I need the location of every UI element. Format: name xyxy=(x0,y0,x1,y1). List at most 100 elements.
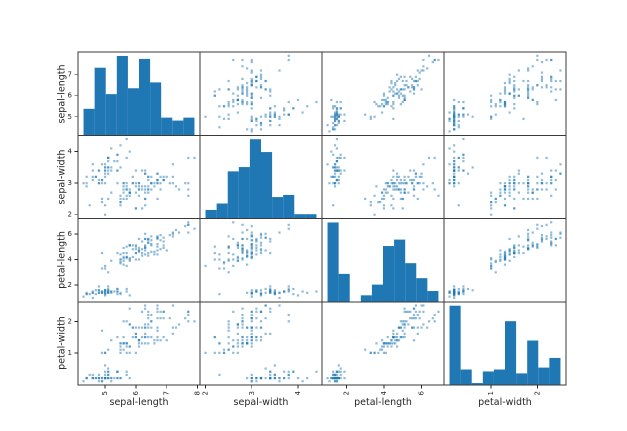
data-point xyxy=(403,182,406,185)
data-point xyxy=(453,128,456,131)
data-point xyxy=(536,84,539,87)
data-point xyxy=(499,258,502,261)
data-point xyxy=(490,258,493,261)
data-point xyxy=(405,84,408,87)
data-point xyxy=(554,98,557,102)
data-point xyxy=(397,175,401,178)
data-point xyxy=(332,126,335,129)
data-point xyxy=(522,251,525,255)
data-point xyxy=(490,191,493,194)
data-point xyxy=(390,345,393,348)
data-point xyxy=(100,182,104,185)
data-point xyxy=(131,335,134,339)
data-point xyxy=(287,223,290,226)
data-point xyxy=(333,166,337,169)
x-tick-label: 4 xyxy=(294,390,302,395)
data-point xyxy=(545,86,548,89)
data-point xyxy=(134,251,138,255)
data-point xyxy=(222,267,226,270)
data-point xyxy=(403,88,406,91)
data-point xyxy=(241,250,244,253)
data-point xyxy=(433,320,436,323)
data-point xyxy=(204,115,207,118)
data-point xyxy=(315,370,318,373)
data-point xyxy=(540,236,544,239)
data-point xyxy=(462,153,465,156)
data-point xyxy=(104,166,107,169)
data-point xyxy=(144,323,147,326)
data-point xyxy=(536,245,539,248)
data-point xyxy=(137,326,141,329)
data-point xyxy=(144,326,147,329)
data-point xyxy=(373,194,376,197)
data-point xyxy=(259,121,263,125)
data-point xyxy=(401,323,404,326)
data-point xyxy=(250,235,253,238)
data-point xyxy=(147,178,150,182)
data-point xyxy=(513,178,516,182)
data-point xyxy=(255,239,258,242)
data-point xyxy=(448,295,451,298)
data-point xyxy=(259,293,263,296)
data-point xyxy=(184,182,187,185)
data-point xyxy=(457,126,460,129)
data-point xyxy=(236,98,239,102)
data-point xyxy=(144,246,147,250)
data-point xyxy=(255,75,258,78)
data-point xyxy=(171,304,174,307)
data-point xyxy=(246,237,249,241)
data-point xyxy=(255,79,258,83)
data-point xyxy=(513,255,516,259)
data-point xyxy=(332,121,335,125)
data-point xyxy=(250,84,253,87)
histogram-petal_width xyxy=(449,305,561,385)
data-point xyxy=(250,313,253,317)
data-point xyxy=(232,253,235,256)
data-point xyxy=(97,178,101,182)
data-point xyxy=(522,117,525,120)
data-point xyxy=(418,182,421,185)
data-point xyxy=(269,90,272,93)
data-point xyxy=(241,249,244,252)
data-point xyxy=(278,380,281,383)
data-point xyxy=(414,175,417,178)
data-point xyxy=(380,111,384,114)
data-point xyxy=(283,376,286,380)
data-point xyxy=(412,317,416,320)
data-point xyxy=(422,182,425,185)
data-point xyxy=(433,58,436,62)
data-point xyxy=(150,175,153,178)
data-point xyxy=(513,90,516,93)
data-point xyxy=(337,175,340,178)
data-point xyxy=(332,204,335,207)
data-point xyxy=(328,380,331,383)
data-point xyxy=(144,307,147,310)
data-point xyxy=(269,119,272,123)
data-point xyxy=(418,317,421,320)
data-point xyxy=(397,96,401,99)
data-point xyxy=(508,77,511,81)
data-point xyxy=(335,113,339,116)
data-point xyxy=(125,245,128,248)
data-point xyxy=(559,232,562,235)
data-point xyxy=(236,257,239,260)
subplot-r3c1 xyxy=(199,301,323,386)
data-point xyxy=(147,342,150,345)
data-point xyxy=(144,185,147,188)
data-point xyxy=(259,234,263,237)
data-point xyxy=(536,54,539,57)
data-point xyxy=(159,317,162,320)
data-point xyxy=(339,169,342,172)
hist-bar xyxy=(427,291,439,302)
data-point xyxy=(153,250,156,253)
data-point xyxy=(508,248,511,251)
data-point xyxy=(545,156,548,160)
data-point xyxy=(517,191,520,194)
data-point xyxy=(453,150,456,153)
data-point xyxy=(292,107,295,110)
data-point xyxy=(333,124,337,127)
data-point xyxy=(250,257,253,260)
data-point xyxy=(326,124,329,127)
data-point xyxy=(100,329,104,332)
hist-bar xyxy=(261,152,273,219)
